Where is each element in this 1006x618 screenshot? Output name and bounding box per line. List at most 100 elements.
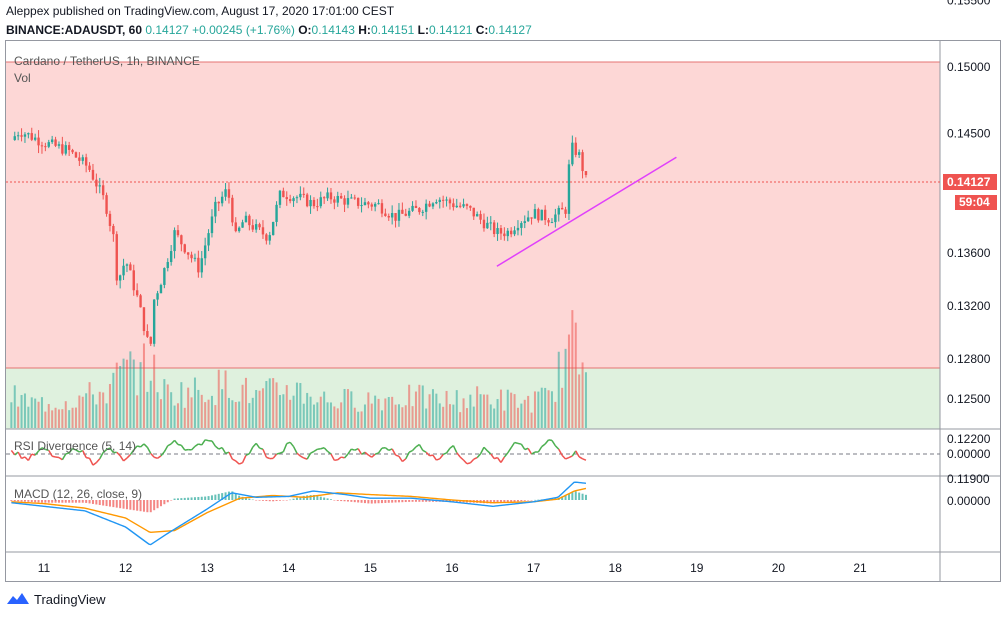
x-tick-label: 17 xyxy=(527,561,541,575)
volume-bar xyxy=(377,398,380,428)
rsi-segment xyxy=(38,447,43,452)
trendline[interactable] xyxy=(496,156,677,267)
candle-body xyxy=(159,284,163,294)
rsi-segment xyxy=(541,443,546,448)
candle-body xyxy=(54,139,57,146)
macd-line xyxy=(11,481,587,546)
rsi-segment xyxy=(75,449,80,453)
macd-histogram-bar xyxy=(251,499,254,501)
volume-bar xyxy=(578,374,581,428)
rsi-segment xyxy=(150,452,155,458)
candle-body xyxy=(33,137,37,140)
macd-histogram-bar xyxy=(384,500,387,503)
volume-bar xyxy=(142,343,145,428)
volume-bar xyxy=(221,389,224,428)
candle-body xyxy=(227,189,231,198)
macd-histogram-bar xyxy=(370,500,373,504)
candle-body xyxy=(254,224,258,230)
volume-bar xyxy=(54,407,57,428)
rsi-segment xyxy=(517,442,522,445)
macd-histogram-bar xyxy=(350,500,353,502)
volume-bar xyxy=(214,405,217,428)
rsi-segment xyxy=(469,458,475,464)
rsi-segment xyxy=(21,456,26,460)
volume-bar xyxy=(289,399,292,428)
rsi-segment xyxy=(221,447,227,454)
volume-bar xyxy=(353,407,356,428)
volume-bar xyxy=(261,388,264,428)
volume-bar xyxy=(520,403,523,428)
rsi-segment xyxy=(41,447,46,451)
volume-bar xyxy=(251,397,254,428)
candle-body xyxy=(57,144,61,146)
macd-histogram-bar xyxy=(292,498,295,500)
macd-series xyxy=(10,481,587,546)
volume-bar xyxy=(217,369,220,428)
rsi-segment xyxy=(282,443,288,453)
macd-histogram-bar xyxy=(265,500,268,502)
candle-body xyxy=(526,217,530,222)
y-tick-label: 0.13600 xyxy=(947,246,991,260)
candle-body xyxy=(16,135,20,137)
volume-bar xyxy=(387,397,390,428)
candle-body xyxy=(581,152,584,172)
rsi-segment xyxy=(398,455,403,462)
macd-histogram-bar xyxy=(47,500,50,503)
macd-histogram-bar xyxy=(187,497,190,500)
volume-bar xyxy=(187,387,190,428)
candle-body xyxy=(186,252,190,255)
rsi-segment xyxy=(476,453,482,459)
candle-body xyxy=(292,198,295,202)
volume-bar xyxy=(516,407,519,428)
candle-body xyxy=(302,193,305,195)
candle-body xyxy=(448,199,452,204)
macd-histogram-bar xyxy=(282,500,285,501)
candle-body xyxy=(428,203,431,207)
macd-histogram-bar xyxy=(173,498,176,500)
macd-histogram-bar xyxy=(411,500,414,502)
macd-histogram-bar xyxy=(319,496,322,500)
candle-body xyxy=(489,222,492,224)
candle-body xyxy=(275,204,278,222)
candle-body xyxy=(61,144,64,154)
macd-histogram-bar xyxy=(448,500,451,502)
macd-histogram-bar xyxy=(394,500,397,503)
volume-bar xyxy=(265,381,268,428)
rsi-segment xyxy=(558,448,563,456)
candle-body xyxy=(397,209,401,221)
candle-body xyxy=(499,228,503,234)
candle-body xyxy=(112,225,115,235)
macd-histogram-bar xyxy=(95,500,98,505)
candle-body xyxy=(180,235,183,245)
rsi-series xyxy=(10,439,587,466)
macd-histogram-bar xyxy=(493,500,496,504)
volume-bar xyxy=(272,378,275,428)
candle-body xyxy=(84,157,88,166)
macd-histogram-bar xyxy=(323,497,326,500)
macd-histogram-bar xyxy=(333,500,336,501)
candle-body xyxy=(547,220,550,223)
brand[interactable]: TradingView xyxy=(6,591,106,607)
volume-bar xyxy=(224,370,227,428)
macd-histogram-bar xyxy=(289,499,292,501)
rsi-segment xyxy=(582,458,587,461)
close-value: 0.14127 xyxy=(488,23,532,37)
volume-bar xyxy=(401,407,404,428)
macd-histogram-bar xyxy=(183,497,186,500)
volume-bar xyxy=(285,385,288,428)
macd-histogram-bar xyxy=(170,500,173,501)
candle-body xyxy=(540,209,543,221)
candle-body xyxy=(40,145,44,147)
candle-body xyxy=(363,202,367,206)
candle-body xyxy=(95,179,98,187)
x-tick-label: 13 xyxy=(201,561,215,575)
volume-bar xyxy=(482,394,485,428)
volume-bar xyxy=(234,401,237,428)
rsi-segment xyxy=(211,440,216,447)
brand-name: TradingView xyxy=(34,591,106,607)
volume-bar xyxy=(489,404,492,428)
macd-histogram-bar xyxy=(40,500,43,503)
macd-histogram-bar xyxy=(190,497,193,500)
rsi-segment xyxy=(31,453,36,456)
